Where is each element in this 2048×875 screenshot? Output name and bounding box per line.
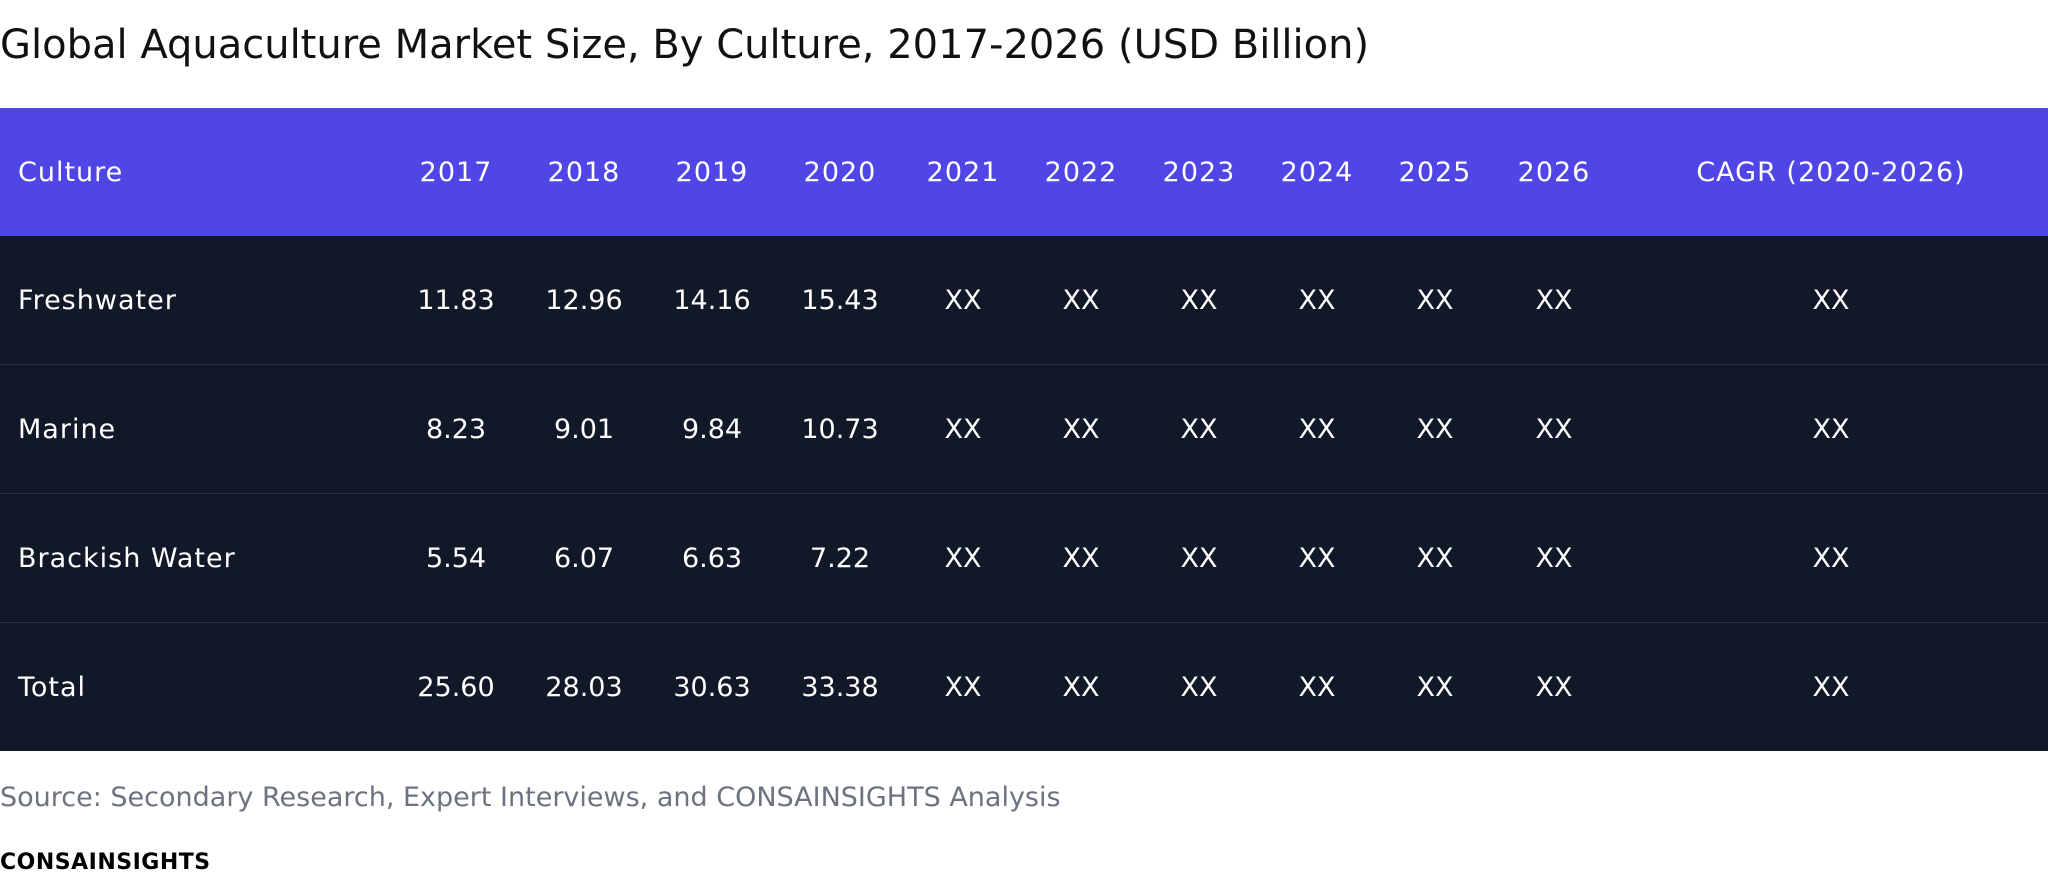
header-cell-2026: 2026 bbox=[1517, 156, 1591, 188]
value-cell: XX bbox=[1298, 413, 1336, 445]
value-cell: XX bbox=[1535, 671, 1573, 703]
table-row: Marine 8.23 9.01 9.84 10.73 XX XX XX XX XX XX XX bbox=[0, 364, 2048, 494]
value-cell: XX bbox=[944, 284, 982, 316]
header-cell-2023: 2023 bbox=[1162, 156, 1236, 188]
table-title: Global Aquaculture Market Size, By Cultu… bbox=[0, 22, 1370, 68]
table-row: Freshwater 11.83 12.96 14.16 15.43 XX XX XX XX XX… bbox=[0, 236, 2048, 365]
value-cell: 30.63 bbox=[673, 671, 751, 703]
header-cell-2021: 2021 bbox=[926, 156, 1000, 188]
value-cell: XX bbox=[944, 671, 982, 703]
value-cell: 9.01 bbox=[553, 413, 615, 445]
value-cell: XX bbox=[1416, 413, 1454, 445]
value-cell: XX bbox=[944, 413, 982, 445]
value-cell: XX bbox=[1535, 542, 1573, 574]
value-cell: XX bbox=[1062, 413, 1100, 445]
value-cell: XX bbox=[1062, 284, 1100, 316]
value-cell: XX bbox=[1535, 284, 1573, 316]
value-cell: 7.22 bbox=[809, 542, 871, 574]
value-cell: XX bbox=[1535, 413, 1573, 445]
value-cell: XX bbox=[1416, 284, 1454, 316]
value-cell: 9.84 bbox=[681, 413, 743, 445]
market-size-table: Culture 2017 2018 2019 2020 2021 2022 2023 2024 2… bbox=[0, 108, 2048, 751]
header-cell-2024: 2024 bbox=[1280, 156, 1354, 188]
source-note: Source: Secondary Research, Expert Inter… bbox=[0, 782, 1061, 813]
value-cell: XX bbox=[1812, 413, 1850, 445]
value-cell: XX bbox=[1062, 542, 1100, 574]
value-cell: XX bbox=[944, 542, 982, 574]
value-cell: 10.73 bbox=[801, 413, 879, 445]
header-cell-2022: 2022 bbox=[1044, 156, 1118, 188]
table-row: Brackish Water 5.54 6.07 6.63 7.22 XX XX XX XX XX… bbox=[0, 493, 2048, 623]
value-cell: XX bbox=[1298, 671, 1336, 703]
value-cell: 12.96 bbox=[545, 284, 623, 316]
value-cell: XX bbox=[1180, 671, 1218, 703]
brand-logo-text: CONSAINSIGHTS bbox=[0, 850, 211, 875]
value-cell: XX bbox=[1298, 284, 1336, 316]
value-cell: 5.54 bbox=[425, 542, 487, 574]
header-cell-2019: 2019 bbox=[675, 156, 749, 188]
header-cell-culture: Culture bbox=[18, 156, 124, 188]
value-cell: 25.60 bbox=[417, 671, 495, 703]
table-body: Freshwater 11.83 12.96 14.16 15.43 XX XX XX XX XX… bbox=[0, 236, 2048, 751]
value-cell: XX bbox=[1812, 671, 1850, 703]
row-label-cell: Brackish Water bbox=[18, 542, 236, 574]
table-header-row: Culture 2017 2018 2019 2020 2021 2022 2023 2024 2… bbox=[0, 108, 2048, 236]
header-cell-2025: 2025 bbox=[1398, 156, 1472, 188]
value-cell: 28.03 bbox=[545, 671, 623, 703]
row-label-cell: Freshwater bbox=[18, 284, 177, 316]
value-cell: XX bbox=[1298, 542, 1336, 574]
table-row: Total 25.60 28.03 30.63 33.38 XX XX XX XX XX XX XX bbox=[0, 622, 2048, 751]
row-label-cell: Total bbox=[18, 671, 87, 703]
value-cell: XX bbox=[1062, 671, 1100, 703]
value-cell: XX bbox=[1180, 284, 1218, 316]
value-cell: 11.83 bbox=[417, 284, 495, 316]
row-label-cell: Marine bbox=[18, 413, 117, 445]
value-cell: 15.43 bbox=[801, 284, 879, 316]
value-cell: XX bbox=[1416, 671, 1454, 703]
header-cell-2020: 2020 bbox=[803, 156, 877, 188]
header-cell-2017: 2017 bbox=[419, 156, 493, 188]
value-cell: XX bbox=[1180, 542, 1218, 574]
value-cell: 6.63 bbox=[681, 542, 743, 574]
value-cell: 33.38 bbox=[801, 671, 879, 703]
header-cell-cagr-2020-2026: CAGR (2020-2026) bbox=[1696, 156, 1966, 188]
header-cell-2018: 2018 bbox=[547, 156, 621, 188]
value-cell: 14.16 bbox=[673, 284, 751, 316]
value-cell: XX bbox=[1416, 542, 1454, 574]
value-cell: 6.07 bbox=[553, 542, 615, 574]
value-cell: XX bbox=[1812, 284, 1850, 316]
value-cell: 8.23 bbox=[425, 413, 487, 445]
value-cell: XX bbox=[1180, 413, 1218, 445]
value-cell: XX bbox=[1812, 542, 1850, 574]
